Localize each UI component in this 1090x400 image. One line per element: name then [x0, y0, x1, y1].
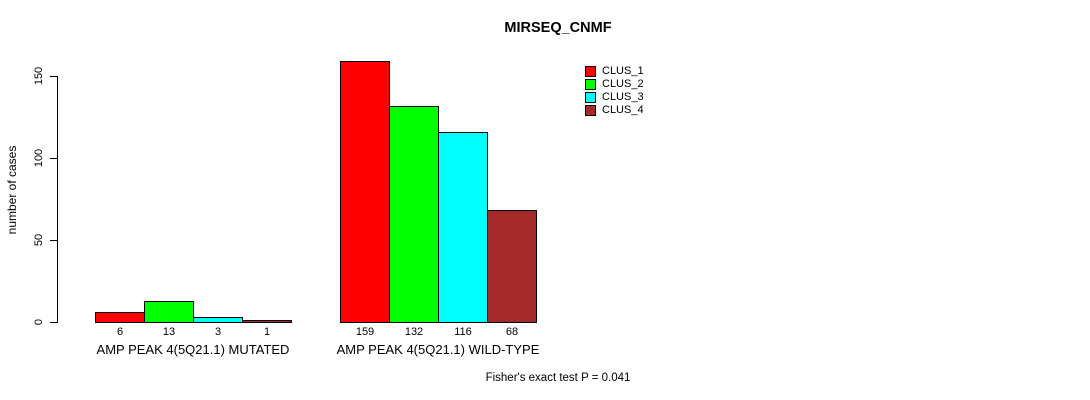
legend: CLUS_1 CLUS_2 CLUS_3 CLUS_4: [585, 65, 644, 117]
bar-value-label: 6: [116, 326, 124, 338]
legend-label: CLUS_2: [602, 78, 644, 90]
legend-item: CLUS_4: [585, 104, 644, 117]
legend-swatch-clus-1: [585, 66, 596, 77]
legend-label: CLUS_3: [602, 91, 644, 103]
legend-swatch-clus-2: [585, 79, 596, 90]
bar-clus-1-mutated: [95, 312, 145, 323]
category-label-mutated: AMP PEAK 4(5Q21.1) MUTATED: [96, 342, 290, 357]
bar-value-label: 13: [162, 326, 176, 338]
bar-clus-4-wild-type: [487, 210, 537, 323]
bar-value-label: 3: [214, 326, 222, 338]
legend-label: CLUS_1: [602, 65, 644, 77]
y-axis-tick-label: 150: [33, 66, 45, 86]
legend-swatch-clus-4: [585, 105, 596, 116]
y-axis-tick: [50, 158, 57, 159]
y-axis-tick: [50, 322, 57, 323]
bar-clus-3-wild-type: [438, 132, 488, 323]
bar-value-label: 68: [505, 326, 519, 338]
y-axis-tick: [50, 76, 57, 77]
legend-item: CLUS_2: [585, 78, 644, 91]
bar-clus-1-wild-type: [340, 61, 390, 323]
category-label-wild-type: AMP PEAK 4(5Q21.1) WILD-TYPE: [336, 342, 540, 357]
y-axis-tick-label: 50: [33, 233, 45, 247]
y-axis-tick: [50, 240, 57, 241]
y-axis-tick-label: 100: [33, 148, 45, 168]
bar-clus-4-mutated: [242, 320, 292, 323]
y-axis-tick-label: 0: [33, 318, 45, 326]
bar-value-label: 159: [355, 326, 375, 338]
bar-clus-3-mutated: [193, 317, 243, 323]
chart-title: MIRSEQ_CNMF: [504, 20, 612, 36]
bar-value-label: 132: [404, 326, 424, 338]
bar-clus-2-wild-type: [389, 106, 439, 323]
legend-swatch-clus-3: [585, 92, 596, 103]
legend-item: CLUS_1: [585, 65, 644, 78]
bar-clus-2-mutated: [144, 301, 194, 323]
annotation-pvalue: Fisher's exact test P = 0.041: [485, 372, 631, 384]
bar-value-label: 1: [263, 326, 271, 338]
legend-item: CLUS_3: [585, 91, 644, 104]
bar-value-label: 116: [454, 326, 472, 338]
legend-label: CLUS_4: [602, 104, 644, 116]
y-axis-line: [57, 76, 58, 323]
